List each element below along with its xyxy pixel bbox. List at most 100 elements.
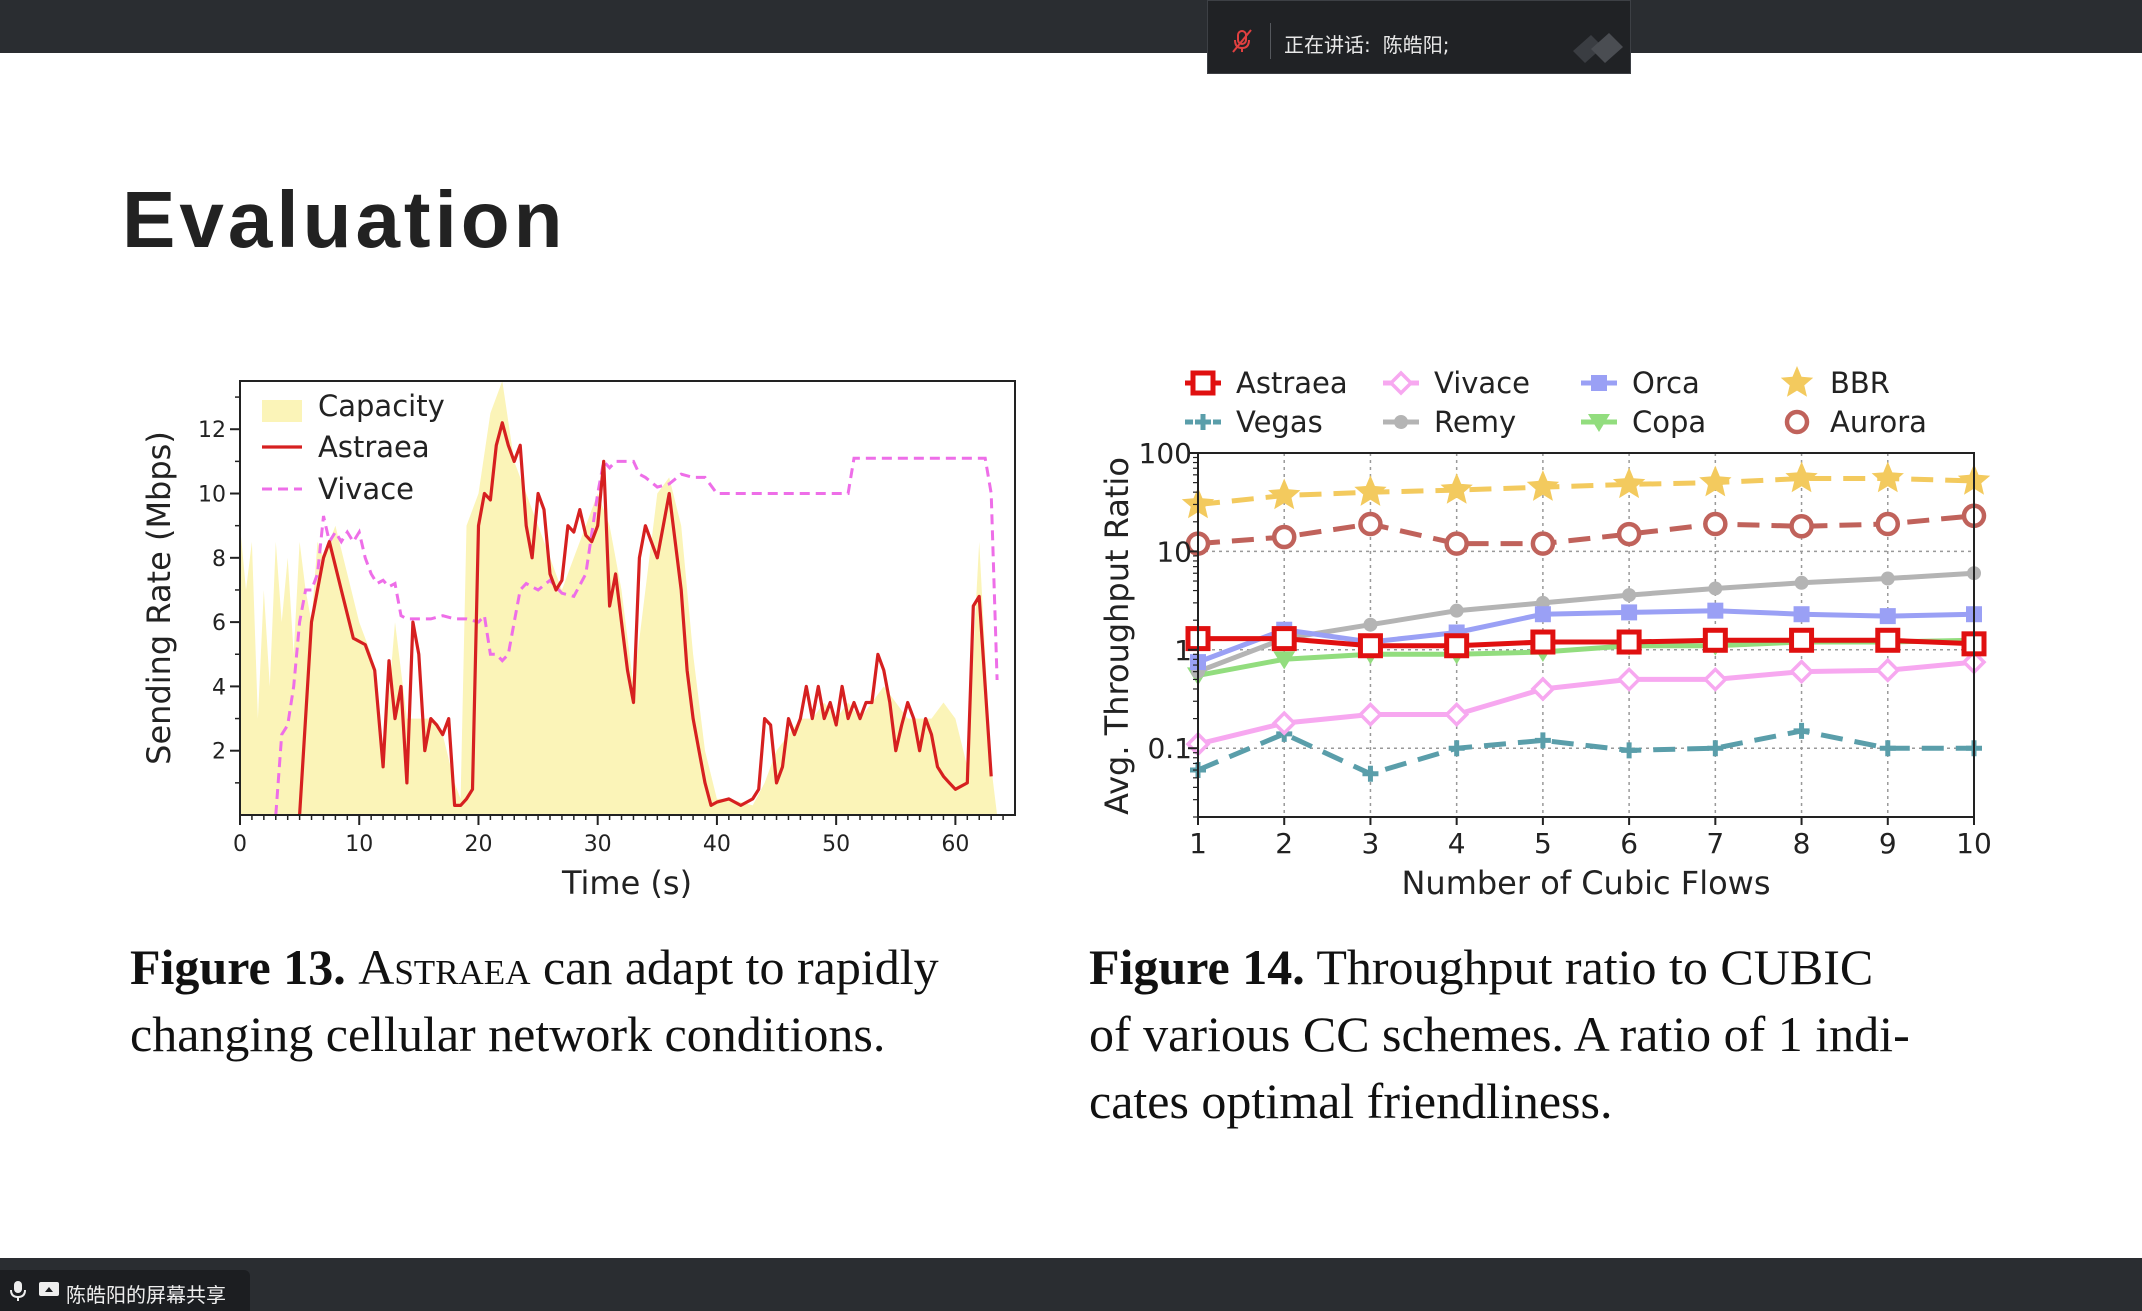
bbr-point [1354, 475, 1387, 506]
legend-label-vivace: Vivace [318, 472, 414, 506]
vivace-point [1357, 702, 1383, 727]
caption-14-label: Figure 14. [1089, 939, 1305, 995]
active-speaker-panel: 正在讲话: 陈皓阳; [1207, 0, 1631, 74]
figure-13-chart: 0 10 20 30 40 50 60 2 4 6 8 10 12 Time (s) Sending R… [140, 380, 1016, 902]
legend-marker-vivace [1388, 370, 1414, 396]
aurora-point [1271, 524, 1297, 550]
series-remy [1191, 566, 1981, 679]
vegas-point [1448, 740, 1465, 757]
fig14-y-axis-label: Avg. Throughput Ratio [1098, 457, 1136, 815]
x-tick-label: 8 [1793, 827, 1811, 860]
remy-point [1363, 617, 1378, 632]
remy-point [1622, 588, 1637, 603]
x-tick-label: 3 [1362, 827, 1380, 860]
series-bbr [1181, 461, 1991, 519]
legend-label-capacity: Capacity [318, 389, 445, 423]
bbr-point [1612, 467, 1646, 499]
vegas-point [1362, 765, 1379, 782]
aurora-line [1197, 513, 1975, 547]
x-tick-label: 40 [703, 832, 731, 857]
bbr-point [1440, 473, 1473, 504]
aurora-point [1616, 521, 1642, 547]
remy-point [1794, 575, 1809, 590]
legend-label-astraea: Astraea [1236, 366, 1348, 400]
astraea-point [1444, 633, 1470, 659]
aurora-point [1358, 511, 1383, 537]
screen-share-tab[interactable]: 陈皓阳的屏幕共享 [0, 1270, 250, 1311]
legend-marker-remy [1394, 415, 1408, 429]
y-tick-label: 8 [212, 547, 226, 572]
speaking-indicator: 正在讲话: 陈皓阳; [1284, 29, 1450, 58]
x-tick-label: 30 [584, 832, 612, 857]
legend-label-bbr: BBR [1830, 366, 1890, 400]
x-tick-label: 50 [822, 832, 850, 857]
bbr-point [1699, 465, 1732, 497]
astraea-point [1875, 627, 1901, 653]
vegas-line [1197, 728, 1974, 777]
legend-marker-orca [1591, 375, 1607, 391]
x-tick-label: 7 [1706, 827, 1724, 860]
vegas-point [1793, 722, 1810, 739]
x-tick-label: 20 [464, 832, 492, 857]
astraea-point [1616, 629, 1642, 655]
aurora-point [1530, 531, 1556, 556]
orca-point [1707, 602, 1724, 619]
panel-divider [1270, 23, 1271, 59]
vivace-point [1530, 676, 1556, 702]
microphone-icon[interactable] [8, 1279, 28, 1303]
bbr-point [1268, 478, 1301, 510]
legend-marker-vegas [1195, 414, 1211, 430]
vegas-point [1621, 742, 1638, 759]
y-tick-label: 4 [212, 675, 226, 700]
legend-label-orca: Orca [1632, 366, 1700, 400]
y-tick-label: 10 [198, 483, 226, 508]
legend-marker-copa [1588, 414, 1610, 432]
x-tick-label: 60 [941, 832, 969, 857]
figure-14-caption: Figure 14. Throughput ratio to CUBIC of … [1089, 934, 2119, 1135]
caption-14-text: Throughput ratio to CUBIC [1304, 939, 1874, 995]
x-tick-label: 9 [1879, 827, 1897, 860]
legend-marker-aurora [1784, 409, 1810, 435]
vivace-point [1444, 702, 1470, 727]
y-tick-label: 1 [1174, 634, 1192, 667]
astraea-line [1198, 636, 1975, 649]
vivace-point [1616, 666, 1642, 692]
orca-line [1197, 608, 1975, 665]
fig13-legend: Capacity Astraea Vivace [262, 389, 445, 506]
series-vivace-line [274, 456, 999, 815]
x-tick-label: 6 [1620, 827, 1638, 860]
legend-marker-astraea [1190, 370, 1216, 396]
vegas-point [1534, 732, 1551, 749]
bbr-line [1197, 476, 1975, 507]
fig14-plot-frame [1197, 452, 1975, 818]
caption-14-text-line2: of various CC schemes. A ratio of 1 indi… [1089, 1006, 1910, 1062]
vegas-point [1879, 740, 1896, 757]
vivace-point [1875, 657, 1901, 683]
screen-share-label: 陈皓阳的屏幕共享 [66, 1283, 226, 1307]
y-tick-label: 100 [1139, 437, 1192, 470]
speaking-label: 正在讲话: [1284, 33, 1371, 57]
caption-13-label: Figure 13. [130, 939, 346, 995]
speaker-avatar-icon [1573, 33, 1623, 63]
series-aurora [1185, 503, 1987, 556]
legend-marker-bbr [1780, 366, 1814, 397]
astraea-point [1702, 627, 1728, 653]
fig13-y-axis-label: Sending Rate (Mbps) [140, 431, 178, 765]
y-tick-label: 2 [212, 740, 226, 765]
bbr-point [1526, 470, 1560, 501]
figure-13-caption: Figure 13. Astraea can adapt to rapidly … [130, 934, 1060, 1068]
orca-point [1534, 606, 1551, 623]
fig14-axes: 1 2 3 4 5 6 7 8 9 10 0.1 1 10 100 [1139, 437, 1992, 860]
astraea-point [1530, 629, 1556, 655]
x-tick-label: 5 [1534, 827, 1552, 860]
series-vivace [1185, 649, 1987, 757]
aurora-point [1444, 531, 1469, 556]
series-astraea-line [298, 421, 993, 815]
legend-label-vegas: Vegas [1236, 405, 1323, 439]
x-tick-label: 0 [233, 832, 247, 857]
y-tick-label: 12 [198, 418, 226, 443]
vivace-line [1197, 659, 1975, 747]
mic-muted-icon[interactable] [1228, 27, 1256, 55]
caption-13-system-name: Astraea [358, 939, 531, 995]
x-tick-label: 10 [1956, 827, 1992, 860]
